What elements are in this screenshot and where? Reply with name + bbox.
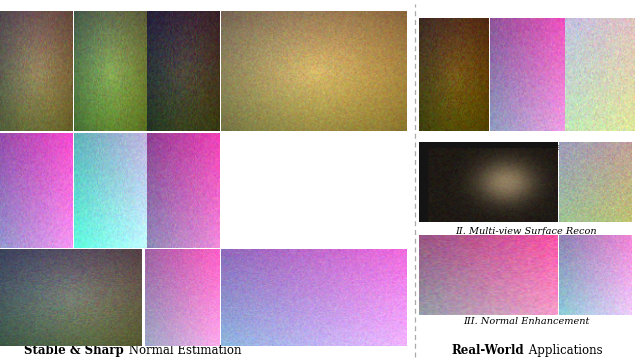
Text: Applications: Applications [525,344,602,357]
Text: III. Normal Enhancement: III. Normal Enhancement [463,317,589,325]
Text: II. Multi-view Surface Recon: II. Multi-view Surface Recon [455,227,597,236]
Text: I. Monocular Surface Recon: I. Monocular Surface Recon [457,143,595,152]
Text: Real-World: Real-World [452,344,524,357]
Text: Stable & Sharp: Stable & Sharp [24,344,124,357]
Text: Normal Estimation: Normal Estimation [125,344,241,357]
